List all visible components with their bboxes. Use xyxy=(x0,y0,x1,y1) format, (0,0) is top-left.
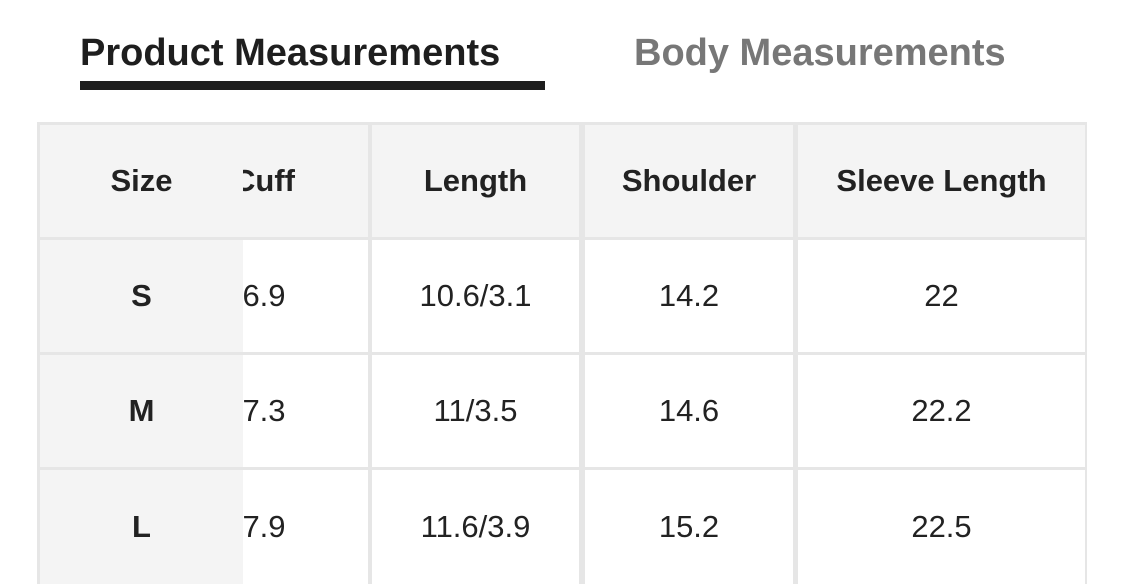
cell-length: 11.6/3.9 xyxy=(372,470,579,584)
cell-shoulder: 15.2 xyxy=(585,470,793,584)
cell-shoulder: 14.2 xyxy=(585,240,793,352)
header-size: Size xyxy=(40,125,243,237)
cell-size: L xyxy=(40,470,243,584)
header-sleeve-length: Sleeve Length xyxy=(798,125,1085,237)
tab-product-measurements[interactable]: Product Measurements xyxy=(80,32,501,74)
cell-sleeve-length: 22.2 xyxy=(798,355,1085,467)
header-shoulder: Shoulder xyxy=(585,125,793,237)
cell-sleeve-length: 22.5 xyxy=(798,470,1085,584)
cell-length: 10.6/3.1 xyxy=(372,240,579,352)
cell-size: S xyxy=(40,240,243,352)
active-tab-indicator xyxy=(80,81,545,90)
cell-length: 11/3.5 xyxy=(372,355,579,467)
cell-sleeve-length: 22 xyxy=(798,240,1085,352)
cell-size: M xyxy=(40,355,243,467)
cell-shoulder: 14.6 xyxy=(585,355,793,467)
tab-body-measurements[interactable]: Body Measurements xyxy=(634,32,1006,74)
header-length: Length xyxy=(372,125,579,237)
size-table[interactable]: Size Cuff Length Shoulder Sleeve Length S 6.9 1… xyxy=(37,122,1087,584)
